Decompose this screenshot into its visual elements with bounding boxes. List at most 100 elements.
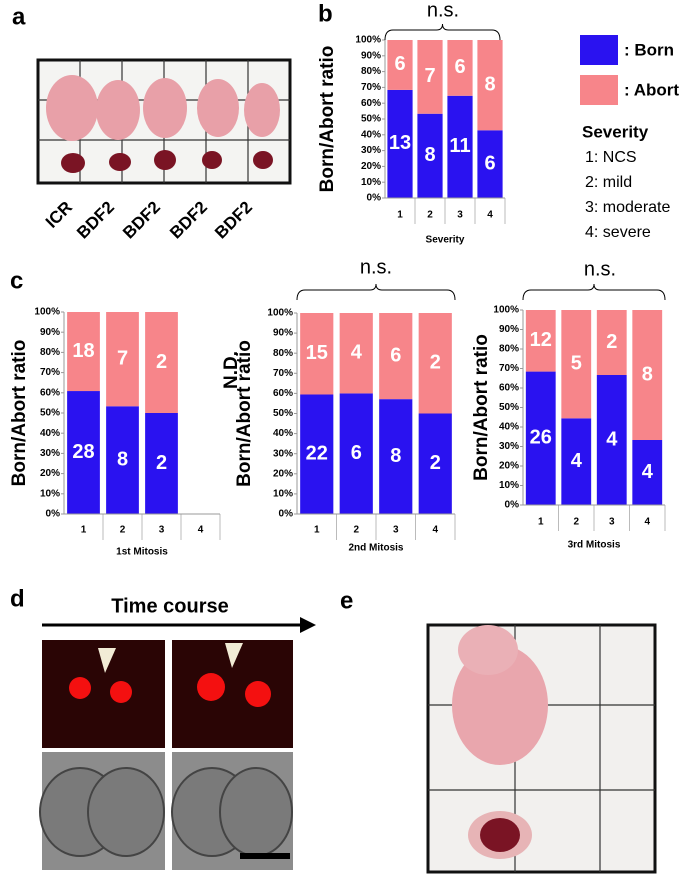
x-axis-title: 3rd Mitosis [568, 540, 621, 551]
y-tick-label: 40% [273, 428, 293, 439]
y-tick-label: 50% [273, 408, 293, 419]
y-tick-label: 50% [40, 408, 60, 419]
microscopy-images [39, 617, 316, 870]
legend-note-title: Severity [582, 122, 649, 141]
y-axis-title: Born/Abort ratio [471, 334, 492, 481]
specimen-label: ICR [42, 198, 76, 232]
x-tick-label: 2 [353, 525, 359, 536]
data-label: 15 [306, 342, 328, 364]
y-tick-label: 70% [273, 368, 293, 379]
photo-e [426, 623, 657, 874]
y-tick-label: 100% [355, 35, 381, 46]
y-tick-label: 50% [361, 114, 381, 125]
data-label: 6 [454, 56, 465, 78]
y-tick-label: 100% [493, 305, 519, 316]
legend-note-item: 4: severe [585, 224, 651, 241]
data-label: 8 [642, 363, 653, 385]
data-label: 2 [430, 452, 441, 474]
data-label: 2 [156, 452, 167, 474]
data-label: 4 [642, 461, 654, 483]
data-label: 26 [530, 427, 552, 449]
y-tick-label: 40% [499, 422, 519, 433]
y-tick-label: 10% [361, 177, 381, 188]
data-label: 8 [484, 73, 495, 95]
bar-segment [106, 312, 139, 407]
data-label: 2 [156, 351, 167, 373]
data-label: 13 [389, 132, 411, 154]
y-tick-label: 20% [361, 161, 381, 172]
bar-segment [387, 89, 413, 198]
y-tick-label: 60% [40, 387, 60, 398]
annotation: N.D. [221, 351, 242, 389]
specimen-label: BDF2 [166, 198, 211, 243]
x-tick-label: 1 [81, 525, 87, 536]
legend-label: : Born [624, 40, 674, 59]
data-label: 6 [394, 53, 405, 75]
y-tick-label: 10% [273, 489, 293, 500]
y-tick-label: 0% [505, 500, 520, 511]
specimen-label: BDF2 [211, 198, 256, 243]
data-label: 18 [72, 340, 94, 362]
bar-segment [632, 310, 663, 440]
bar-segment [561, 310, 592, 419]
data-label: 12 [530, 329, 552, 351]
y-tick-label: 90% [499, 324, 519, 335]
legend-label: : Abort [624, 80, 679, 99]
bar-segment [561, 418, 592, 505]
specimen-label: BDF2 [73, 198, 118, 243]
x-tick-label: 4 [432, 525, 438, 536]
x-tick-label: 2 [573, 517, 579, 528]
x-tick-label: 1 [538, 517, 544, 528]
y-tick-label: 30% [273, 448, 293, 459]
x-tick-label: 1 [397, 210, 403, 221]
time-course-label: Time course [111, 595, 228, 617]
y-axis-title: Born/Abort ratio [317, 46, 338, 193]
x-tick-label: 4 [487, 210, 493, 221]
x-tick-label: 3 [159, 525, 165, 536]
data-label: 28 [72, 441, 94, 463]
panel-label: a [12, 3, 26, 30]
bar-segment [67, 312, 100, 392]
y-tick-label: 60% [361, 98, 381, 109]
bar-segment [418, 413, 452, 514]
data-label: 7 [424, 65, 435, 87]
legend-note-item: 3: moderate [585, 199, 670, 216]
y-axis-title: Born/Abort ratio [9, 340, 30, 487]
data-label: 11 [449, 135, 470, 157]
y-tick-label: 90% [361, 50, 381, 61]
bar-segment [447, 95, 473, 198]
bar-segment [67, 391, 100, 514]
y-tick-label: 50% [499, 402, 519, 413]
y-tick-label: 80% [361, 66, 381, 77]
significance-brace [384, 23, 501, 41]
data-label: 5 [571, 352, 582, 374]
bar-segment [477, 40, 503, 131]
annotation: n.s. [427, 0, 459, 21]
legend-note-item: 1: NCS [585, 149, 637, 166]
legend-swatch [580, 35, 618, 65]
y-tick-label: 0% [46, 509, 61, 520]
bar-segment [632, 440, 663, 505]
data-label: 2 [606, 331, 617, 353]
x-tick-label: 3 [393, 525, 399, 536]
bar-segment [379, 399, 413, 514]
y-tick-label: 60% [499, 383, 519, 394]
y-tick-label: 80% [499, 344, 519, 355]
y-tick-label: 100% [34, 307, 60, 318]
bar-segment [379, 313, 413, 400]
bar-segment [596, 375, 627, 505]
x-axis-title: Severity [426, 235, 465, 246]
bar-segment [106, 406, 139, 514]
bar-segment [339, 313, 373, 394]
y-axis-title: Born/Abort ratio [234, 340, 255, 487]
panel-label: b [318, 0, 333, 27]
y-tick-label: 0% [367, 193, 382, 204]
data-label: 6 [351, 442, 362, 464]
legend-swatch [580, 75, 618, 105]
data-label: 7 [117, 347, 128, 369]
y-tick-label: 90% [40, 327, 60, 338]
data-label: 8 [390, 445, 401, 467]
x-tick-label: 4 [644, 517, 650, 528]
data-label: 22 [306, 443, 328, 465]
data-label: 4 [571, 450, 583, 472]
